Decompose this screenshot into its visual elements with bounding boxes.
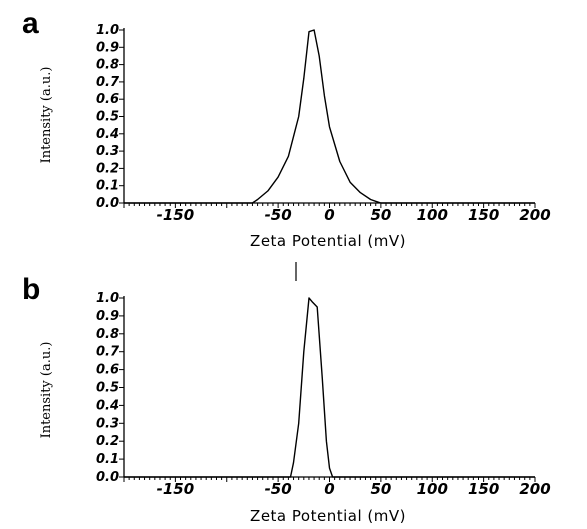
y-tick-label: 0.7: [96, 345, 120, 360]
series-a: [124, 29, 535, 204]
x-tick-label: 150: [468, 206, 499, 224]
y-tick-label: 0.5: [96, 381, 119, 396]
x-tick-label: -150: [157, 206, 195, 224]
x-tick-label: 0: [324, 206, 334, 224]
x-axis-label-b: Zeta Potential (mV): [250, 507, 406, 525]
y-tick-label: 0.8: [96, 58, 119, 73]
y-axis-label-a: Intensity (a.u.): [39, 67, 54, 164]
x-tick-label: -50: [265, 480, 292, 498]
x-tick-label: 50: [370, 206, 391, 224]
panel-label-b: b: [22, 273, 40, 306]
x-tick-label: 150: [468, 480, 499, 498]
y-ticks-a: 0.0 0.1 0.2 0.3 0.4 0.5 0.6 0.7 0.8 0.9 1.0: [96, 23, 124, 211]
x-tick-label: -150: [157, 480, 195, 498]
axes-a: [123, 28, 536, 208]
y-ticks-b: 0.0 0.1 0.2 0.3 0.4 0.5 0.6 0.7 0.8 0.9 1.0: [96, 291, 124, 485]
y-tick-label: 0.6: [96, 92, 119, 107]
y-tick-label: 1.0: [96, 291, 119, 306]
x-ticks-b: -150 -50 0 50 100 150 200: [157, 480, 551, 498]
y-tick-label: 1.0: [96, 23, 119, 38]
x-tick-label: 100: [417, 480, 448, 498]
y-tick-label: 0.6: [96, 363, 119, 378]
y-tick-label: 0.1: [96, 179, 119, 194]
x-ticks-a: -150 -50 0 50 100 150 200: [157, 206, 551, 224]
series-line-b-0: [124, 297, 535, 478]
x-tick-label: 200: [519, 480, 550, 498]
y-tick-label: 0.0: [96, 470, 119, 485]
y-tick-label: 0.9: [96, 40, 119, 55]
y-tick-label: 0.4: [96, 127, 119, 142]
series-b: [124, 297, 535, 478]
y-axis-label-b: Intensity (a.u.): [39, 342, 54, 439]
y-tick-label: 0.3: [96, 416, 119, 431]
y-tick-label: 0.2: [96, 161, 119, 176]
x-tick-label: 200: [519, 206, 550, 224]
y-tick-label: 0.8: [96, 327, 119, 342]
y-tick-label: 0.5: [96, 110, 119, 125]
x-tick-label: 0: [324, 480, 334, 498]
x-axis-label-a: Zeta Potential (mV): [250, 232, 406, 250]
y-tick-label: 0.9: [96, 309, 119, 324]
series-line-a-0: [124, 29, 535, 204]
x-tick-label: -50: [265, 206, 292, 224]
x-tick-label: 50: [370, 480, 391, 498]
panel-label-a: a: [22, 7, 39, 40]
panel-a: a Intensity (a.u.) Zeta Potential (mV) 0…: [22, 7, 551, 250]
y-tick-label: 0.7: [96, 75, 120, 90]
y-tick-label: 0.0: [96, 196, 119, 211]
y-tick-label: 0.1: [96, 452, 119, 467]
y-tick-label: 0.4: [96, 398, 119, 413]
y-tick-label: 0.3: [96, 144, 119, 159]
x-tick-label: 100: [417, 206, 448, 224]
axes-b: [123, 296, 536, 482]
y-tick-label: 0.2: [96, 434, 119, 449]
panel-b: b Intensity (a.u.) Zeta Potential (mV) 0…: [22, 273, 551, 525]
